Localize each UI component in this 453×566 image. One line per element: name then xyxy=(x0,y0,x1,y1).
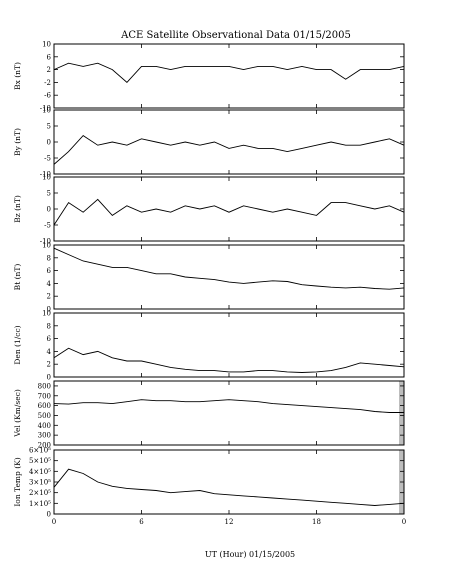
xtick-label: 0 xyxy=(402,518,406,526)
ytick-label-vel: 600 xyxy=(38,402,51,410)
ytick-label-by: 10 xyxy=(42,107,51,115)
panel-bz: 10 5 0 -5 -10 Bz (nT) xyxy=(13,174,405,246)
ytick-label-vel: 200 xyxy=(38,442,51,450)
panel-bt: 10 8 6 4 2 0 Bt (nT) xyxy=(13,242,405,314)
panels: 10 6 2 -2 -6 -10 Bx (nT) 10 5 0 -5 -10 By (nT) 10 5 0 -5… xyxy=(13,41,406,527)
ytick-label-temp: 1×10⁵ xyxy=(29,500,51,508)
ytick-label-bz: 10 xyxy=(42,174,51,182)
ytick-label-bz: -5 xyxy=(44,222,51,230)
ytick-label-temp: 0 xyxy=(47,511,51,519)
y-axis-label-bz: Bz (nT) xyxy=(13,195,22,223)
ytick-label-den: 8 xyxy=(47,322,51,330)
ytick-label-temp: 2×10⁵ xyxy=(29,489,51,497)
ytick-label-bt: 4 xyxy=(47,280,52,288)
ytick-label-bt: 6 xyxy=(47,267,52,275)
y-axis-label-den: Den (1/cc) xyxy=(13,325,22,364)
ytick-label-bx: -10 xyxy=(40,105,51,113)
ytick-label-den: 4 xyxy=(47,348,52,356)
ytick-label-by: -10 xyxy=(40,171,51,179)
ytick-label-by: 0 xyxy=(47,139,51,147)
x-axis-label: UT (Hour) 01/15/2005 xyxy=(205,550,295,559)
ytick-label-bt: 8 xyxy=(47,254,51,262)
ytick-label-vel: 300 xyxy=(38,432,51,440)
ytick-label-bz: -10 xyxy=(40,238,51,246)
chart-title: ACE Satellite Observational Data 01/15/2… xyxy=(120,30,351,41)
frame-den xyxy=(53,312,405,378)
frame-by xyxy=(53,109,405,175)
panel-bx: 10 6 2 -2 -6 -10 Bx (nT) xyxy=(13,41,405,113)
ytick-label-temp: 3×10⁵ xyxy=(29,479,51,487)
ytick-label-den: 10 xyxy=(42,310,51,318)
frame-temp xyxy=(53,449,405,515)
ytick-label-den: 0 xyxy=(47,374,51,382)
ytick-label-bt: 2 xyxy=(47,293,51,301)
ytick-label-temp: 6×10⁵ xyxy=(29,447,51,455)
xtick-label: 6 xyxy=(139,518,144,526)
ytick-label-bx: -2 xyxy=(44,79,51,87)
ytick-label-vel: 800 xyxy=(38,382,51,390)
ytick-label-by: 5 xyxy=(47,123,51,131)
y-axis-label-temp: Ion Temp (K) xyxy=(13,457,22,506)
panel-den: 10 8 6 4 2 0 Den (1/cc) xyxy=(13,310,405,382)
panel-by: 10 5 0 -5 -10 By (nT) xyxy=(13,107,405,179)
frame-vel xyxy=(53,380,405,446)
series-line-vel xyxy=(53,399,404,413)
y-axis-label-bt: Bt (nT) xyxy=(13,264,22,291)
panel-vel: 800 700 600 500 400 300 200 Vel (Km/sec) xyxy=(13,380,405,450)
series-line-den xyxy=(53,347,405,373)
series-line-by xyxy=(53,135,405,165)
y-axis-label-by: By (nT) xyxy=(13,128,22,156)
ytick-label-temp: 5×10⁵ xyxy=(29,457,51,465)
data-gap-vel xyxy=(399,381,404,445)
series-line-bt xyxy=(53,247,405,290)
y-axis-label-bx: Bx (nT) xyxy=(13,62,22,90)
ytick-label-vel: 500 xyxy=(38,412,51,420)
ytick-label-bz: 5 xyxy=(47,190,51,198)
ytick-label-den: 2 xyxy=(47,361,51,369)
ytick-label-bx: 10 xyxy=(42,41,51,49)
xtick-label: 0 xyxy=(52,518,56,526)
ytick-label-vel: 700 xyxy=(38,392,51,400)
ytick-label-bx: -6 xyxy=(44,92,51,100)
ytick-label-den: 6 xyxy=(47,335,52,343)
series-line-bx xyxy=(53,62,405,84)
y-axis-label-vel: Vel (Km/sec) xyxy=(13,389,22,438)
ytick-label-bx: 2 xyxy=(47,66,51,74)
ytick-label-by: -5 xyxy=(44,155,51,163)
ytick-label-bt: 10 xyxy=(42,242,51,250)
series-line-bz xyxy=(53,198,405,226)
frame-bt xyxy=(53,244,405,310)
xtick-label: 12 xyxy=(225,518,234,526)
ytick-label-vel: 400 xyxy=(38,422,51,430)
panel-temp: 6×10⁵ 5×10⁵ 4×10⁵ 3×10⁵ 2×10⁵ 1×10⁵ 0 Ion Temp … xyxy=(13,447,405,519)
series-line-temp xyxy=(53,468,405,506)
xtick-label: 18 xyxy=(312,518,321,526)
ytick-label-bz: 0 xyxy=(47,206,51,214)
frame-bx xyxy=(53,43,405,109)
ytick-label-bx: 6 xyxy=(47,53,52,61)
ytick-label-temp: 4×10⁵ xyxy=(29,468,51,476)
ytick-label-bt: 0 xyxy=(47,306,51,314)
